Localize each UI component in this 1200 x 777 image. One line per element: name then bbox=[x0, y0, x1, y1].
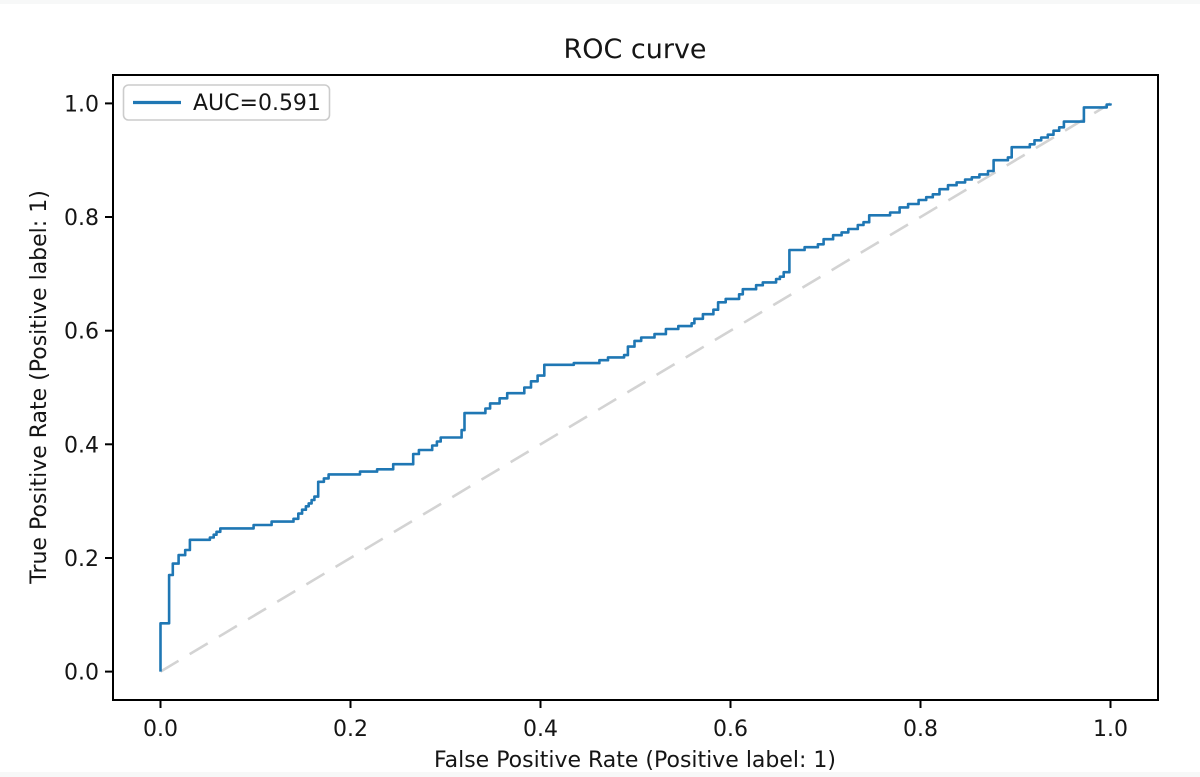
y-tick-label: 1.0 bbox=[64, 92, 99, 117]
chart-title: ROC curve bbox=[563, 34, 706, 65]
x-axis-ticks: 0.0 0.2 0.4 0.6 0.8 1.0 bbox=[143, 700, 1128, 742]
x-tick-label: 0.4 bbox=[523, 717, 558, 742]
legend-label: AUC=0.591 bbox=[193, 91, 321, 116]
x-tick-label: 1.0 bbox=[1093, 717, 1128, 742]
legend: AUC=0.591 bbox=[122, 84, 331, 121]
y-tick-label: 0.8 bbox=[64, 206, 99, 231]
x-tick-label: 0.6 bbox=[713, 717, 748, 742]
y-tick-label: 0.6 bbox=[64, 320, 99, 345]
y-axis-label: True Positive Rate (Positive label: 1) bbox=[27, 190, 52, 585]
y-axis-ticks: 0.0 0.2 0.4 0.6 0.8 1.0 bbox=[64, 92, 113, 686]
plot-border bbox=[112, 74, 1159, 701]
y-tick-label: 0.4 bbox=[64, 433, 99, 458]
top-edge-strip bbox=[0, 0, 1200, 4]
y-tick-label: 0.0 bbox=[64, 661, 99, 686]
legend-box bbox=[122, 84, 331, 121]
roc-curve-line bbox=[159, 103, 1112, 672]
bottom-edge-strip bbox=[0, 772, 1200, 777]
x-tick-label: 0.8 bbox=[903, 717, 938, 742]
x-tick-label: 0.2 bbox=[333, 717, 368, 742]
y-tick-label: 0.2 bbox=[64, 547, 99, 572]
x-axis-label: False Positive Rate (Positive label: 1) bbox=[434, 748, 836, 773]
x-tick-label: 0.0 bbox=[143, 717, 178, 742]
chance-line bbox=[159, 102, 1112, 673]
